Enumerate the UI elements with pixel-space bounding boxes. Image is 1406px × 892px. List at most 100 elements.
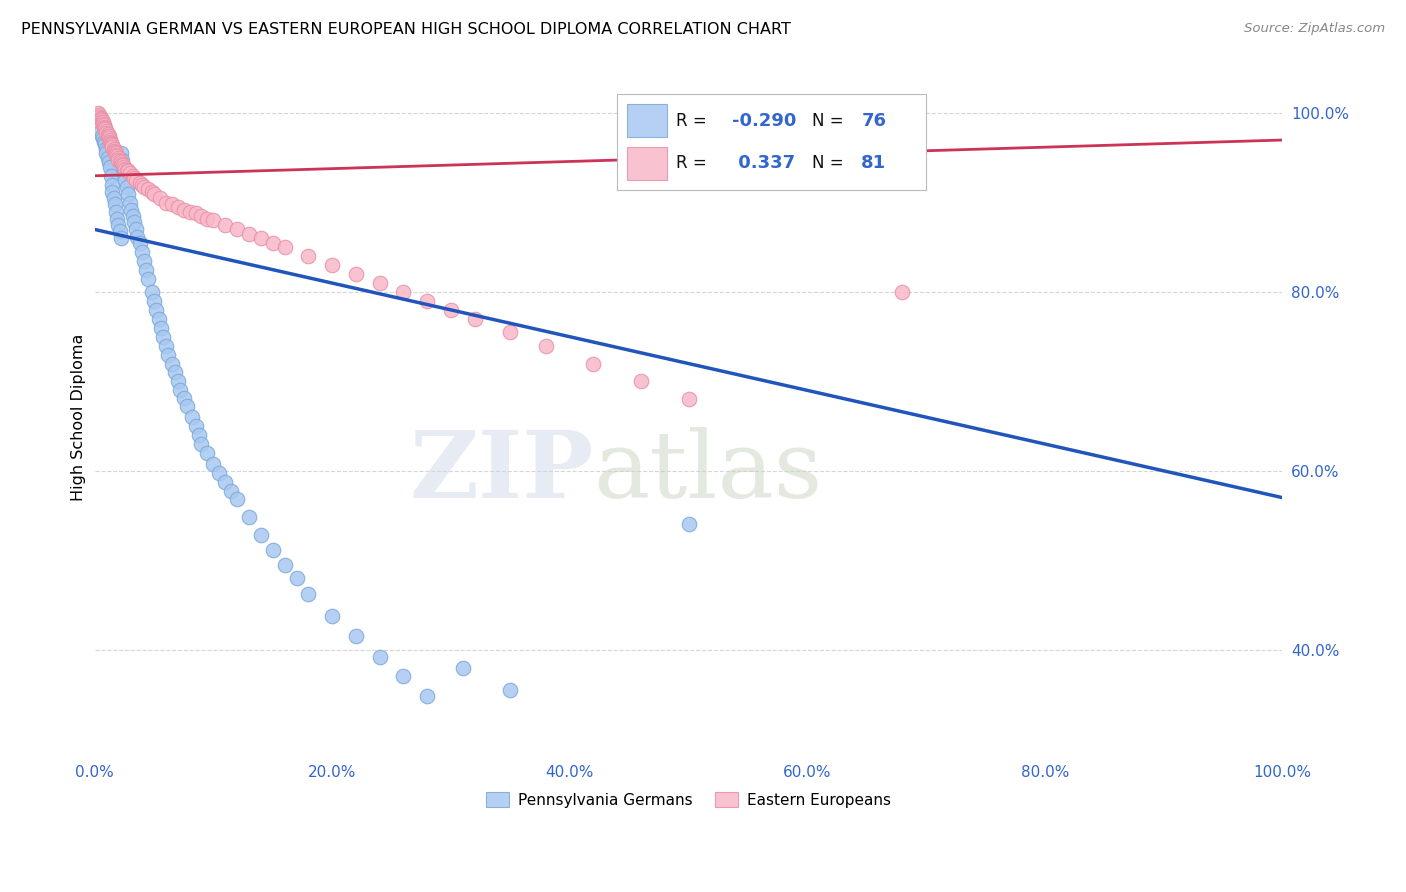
Point <box>101 185 124 199</box>
Point <box>141 285 163 299</box>
Point <box>93 118 115 132</box>
Point <box>464 311 486 326</box>
Point <box>108 224 131 238</box>
Point <box>166 375 188 389</box>
Point <box>122 215 145 229</box>
Point <box>91 131 114 145</box>
Point <box>131 178 153 192</box>
Point <box>100 169 122 183</box>
Point <box>368 276 391 290</box>
Point <box>105 149 128 163</box>
Point <box>101 138 124 153</box>
Point <box>104 204 127 219</box>
Point <box>128 235 150 250</box>
Point <box>127 229 149 244</box>
Point <box>155 339 177 353</box>
Point <box>344 267 367 281</box>
Point <box>165 366 187 380</box>
Point <box>120 166 142 180</box>
Point <box>89 110 111 124</box>
Point <box>89 108 111 122</box>
Point <box>262 235 284 250</box>
Point <box>110 146 132 161</box>
Point <box>107 218 129 232</box>
Point <box>104 148 127 162</box>
Point <box>238 510 260 524</box>
Point <box>226 222 249 236</box>
Point <box>184 206 207 220</box>
Point <box>152 329 174 343</box>
Point <box>89 124 111 138</box>
Point <box>141 185 163 199</box>
Text: PENNSYLVANIA GERMAN VS EASTERN EUROPEAN HIGH SCHOOL DIPLOMA CORRELATION CHART: PENNSYLVANIA GERMAN VS EASTERN EUROPEAN … <box>21 22 792 37</box>
Point <box>184 419 207 434</box>
Point <box>134 253 156 268</box>
Point <box>392 669 415 683</box>
Point <box>392 285 415 299</box>
Point <box>96 126 118 140</box>
Point <box>91 117 114 131</box>
Point <box>451 660 474 674</box>
Point <box>94 137 117 152</box>
Point <box>112 158 135 172</box>
Point <box>297 249 319 263</box>
Point <box>96 146 118 161</box>
Point <box>148 311 170 326</box>
Point <box>110 231 132 245</box>
Point <box>169 384 191 398</box>
Text: ZIP: ZIP <box>409 426 593 516</box>
Point <box>98 133 121 147</box>
Point <box>97 155 120 169</box>
Point <box>173 202 195 217</box>
Point <box>97 151 120 165</box>
Point <box>105 211 128 226</box>
Point <box>160 197 183 211</box>
Point <box>125 173 148 187</box>
Point <box>125 222 148 236</box>
Point <box>197 446 219 460</box>
Point <box>135 262 157 277</box>
Point <box>97 128 120 143</box>
Point <box>128 176 150 190</box>
Point <box>190 437 212 451</box>
Point <box>89 112 111 127</box>
Point <box>534 339 557 353</box>
Point <box>87 106 110 120</box>
Point <box>197 211 219 226</box>
Point <box>112 160 135 174</box>
Point <box>93 135 115 149</box>
Point <box>678 392 700 407</box>
Point <box>117 186 139 201</box>
Point <box>100 137 122 152</box>
Point <box>202 457 225 471</box>
Point <box>273 558 295 572</box>
Point <box>110 155 132 169</box>
Point <box>173 391 195 405</box>
Point <box>114 173 136 187</box>
Point <box>136 182 159 196</box>
Point <box>97 131 120 145</box>
Point <box>131 244 153 259</box>
Point <box>96 124 118 138</box>
Point <box>93 120 115 134</box>
Point <box>190 209 212 223</box>
Point <box>285 571 308 585</box>
Point <box>181 410 204 425</box>
Point <box>111 153 134 167</box>
Point <box>262 542 284 557</box>
Point <box>90 113 112 128</box>
Point <box>115 179 138 194</box>
Point <box>150 320 173 334</box>
Point <box>122 170 145 185</box>
Point <box>136 271 159 285</box>
Point <box>97 129 120 144</box>
Point <box>101 140 124 154</box>
Point <box>120 202 142 217</box>
Point <box>90 128 112 143</box>
Point <box>112 160 135 174</box>
Point <box>103 191 125 205</box>
Point <box>321 608 343 623</box>
Point <box>121 169 143 183</box>
Point <box>94 120 117 135</box>
Point <box>96 142 118 156</box>
